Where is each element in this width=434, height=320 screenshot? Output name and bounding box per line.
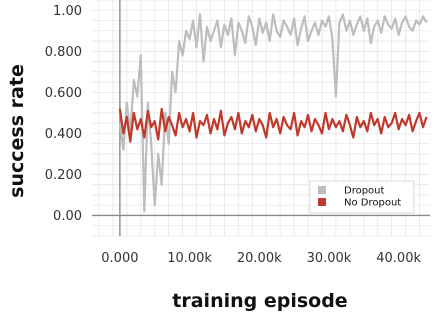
x-axis-title: training episode	[172, 290, 347, 312]
series-line-no-dropout	[118, 107, 428, 143]
x-tick-label: 10.00k	[167, 251, 212, 266]
y-tick-label: 0.200	[45, 168, 82, 183]
y-tick-label: 0.800	[45, 45, 82, 60]
y-tick-label: 0.600	[45, 86, 82, 101]
legend-box	[309, 180, 415, 214]
series-group	[118, 13, 428, 213]
legend-label-dropout: Dropout	[344, 186, 385, 197]
y-axis-title: success rate	[6, 64, 28, 198]
legend-swatch-no-dropout	[318, 198, 326, 206]
y-tick-label: 0.00	[53, 209, 82, 224]
tick-labels: 0.00 0.200 0.400 0.600 0.800 1.00 0.000 10.00k 2…	[45, 4, 422, 266]
y-tick-label: 0.400	[45, 127, 82, 142]
y-tick-label: 1.00	[53, 4, 82, 19]
legend-label-no-dropout: No Dropout	[344, 198, 401, 209]
x-tick-label: 0.000	[101, 251, 138, 266]
x-tick-label: 40.00k	[376, 251, 421, 266]
x-tick-label: 30.00k	[307, 251, 352, 266]
x-tick-label: 20.00k	[237, 251, 282, 266]
series-line-dropout	[118, 13, 428, 213]
axes	[92, 0, 430, 236]
legend-swatch-dropout	[318, 186, 326, 194]
